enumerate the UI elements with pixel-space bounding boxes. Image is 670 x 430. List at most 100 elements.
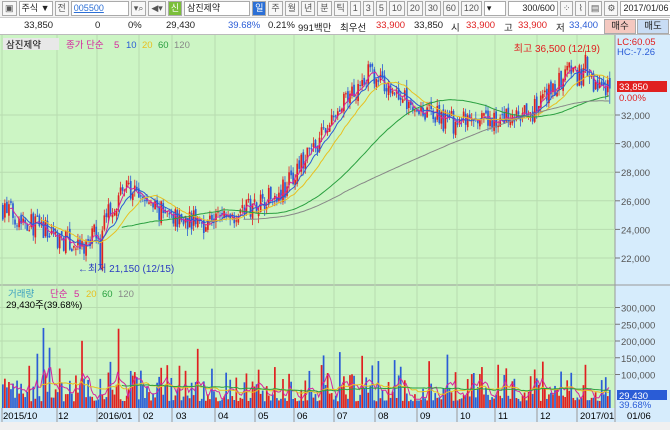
candle-body (454, 121, 457, 136)
x-tick-label: 03 (176, 411, 187, 422)
speaker-icon[interactable]: ◀▾ (148, 1, 166, 16)
menu-icon[interactable]: ▣ (2, 1, 17, 16)
volume-bar (91, 396, 94, 408)
y-axis-background (615, 35, 670, 408)
candle-body (205, 227, 207, 232)
market-select[interactable]: 주식 ▼ (18, 1, 53, 16)
volume-bar (412, 401, 414, 408)
volume-bar (138, 399, 140, 408)
candle-body (20, 215, 22, 224)
volume-bar (160, 367, 163, 408)
volume-bar (379, 398, 382, 408)
candle-body (2, 204, 4, 220)
volume-bar (507, 395, 510, 408)
toolbar: ▣ 주식 ▼ 전 005500 ▾⌕ ◀▾ 신 삼진제약 일 주 월 년 분 틱… (0, 0, 670, 18)
candle-body (576, 69, 579, 86)
x-tick-label: 08 (378, 411, 389, 422)
x-tick-label: 2017/01 (580, 411, 614, 422)
interval-30[interactable]: 30 (424, 1, 441, 16)
period-month[interactable]: 월 (284, 1, 299, 16)
period-minute[interactable]: 분 (317, 1, 332, 16)
count-input[interactable]: 300/600 (507, 1, 558, 16)
volume-bar (265, 386, 268, 408)
candle-body (558, 72, 560, 90)
candle-body (418, 110, 420, 115)
interval-input[interactable]: ▾ (483, 1, 506, 16)
candle-body (515, 110, 518, 119)
period-year[interactable]: 년 (300, 1, 316, 16)
buy-button[interactable]: 매수 (604, 19, 636, 34)
volume-bar (115, 384, 118, 408)
x-tick-label: 09 (420, 411, 431, 422)
volume-bar (10, 389, 12, 408)
change-rate: 0% (128, 20, 142, 31)
candle-body (562, 79, 564, 91)
volume-bar (574, 400, 577, 408)
candle-body (85, 240, 87, 256)
sell-button[interactable]: 매도 (637, 19, 669, 34)
interval-5[interactable]: 5 (375, 1, 387, 16)
save-icon[interactable]: ▤ (587, 1, 603, 16)
volume-bar (4, 378, 6, 408)
candle-body (36, 215, 39, 217)
volume-bar (247, 400, 250, 408)
ma-line-60 (121, 95, 610, 228)
interval-60[interactable]: 60 (442, 1, 459, 16)
date-input[interactable]: 2017/01/06 (620, 1, 670, 16)
candle-body (349, 93, 351, 104)
change: 0 (95, 20, 101, 31)
interval-10[interactable]: 10 (388, 1, 405, 16)
candle-body (485, 110, 487, 114)
interval-3[interactable]: 3 (362, 1, 374, 16)
candle-body (58, 234, 61, 249)
candle-body (416, 109, 418, 112)
vol-ma-120: 120 (118, 289, 134, 300)
volume-bar (381, 390, 384, 408)
gear-icon[interactable]: ⚙ (604, 1, 619, 16)
period-week[interactable]: 주 (268, 1, 283, 16)
volume-bar (64, 394, 67, 408)
candle-body (168, 213, 171, 215)
interval-20[interactable]: 20 (406, 1, 423, 16)
volume-bar (184, 370, 187, 408)
period-day[interactable]: 일 (252, 1, 267, 16)
volume-bar (493, 398, 495, 408)
x-tick-label: 2016/01 (98, 411, 132, 422)
volume-bar (170, 377, 173, 408)
candle-body (247, 198, 250, 201)
volume-bar (606, 396, 609, 408)
interval-120[interactable]: 120 (460, 1, 482, 16)
volume-bar (590, 397, 593, 408)
stock-chart[interactable]: 2015/10 12 2016/01 02 03 04 05 06 07 08 09 10 11 12 20… (0, 35, 670, 430)
candle-body (306, 147, 309, 160)
period-tick[interactable]: 틱 (333, 1, 348, 16)
candle-body (235, 220, 238, 222)
volume-bar (434, 393, 437, 408)
line-tool-icon[interactable]: ⌇ (575, 1, 586, 16)
candle-body (552, 83, 554, 93)
indicator-icon[interactable]: ⁘ (559, 1, 574, 16)
volume-bar (552, 394, 554, 408)
candle-body (389, 85, 392, 93)
volume-bar (68, 380, 71, 408)
candle-body (381, 71, 384, 78)
volume-bar (276, 398, 278, 408)
volume-bar (308, 370, 311, 408)
code-input[interactable]: 005500 (70, 1, 129, 16)
new-badge: 신 (167, 1, 183, 16)
prev-button[interactable]: 전 (54, 1, 69, 16)
candle-body (326, 130, 329, 133)
candle-body (302, 152, 305, 169)
search-icon[interactable]: ▾⌕ (130, 1, 147, 16)
x-tick-label: 10 (460, 411, 471, 422)
volume-bar (190, 382, 193, 408)
candle-body (38, 215, 41, 226)
candle-body (280, 189, 282, 200)
candle-body (115, 208, 118, 217)
volume-bar (529, 376, 532, 408)
volume-bar (535, 378, 538, 408)
volume-bar (302, 400, 305, 408)
volume-bar (347, 398, 349, 408)
volume-bar (428, 361, 430, 408)
interval-1[interactable]: 1 (349, 1, 361, 16)
